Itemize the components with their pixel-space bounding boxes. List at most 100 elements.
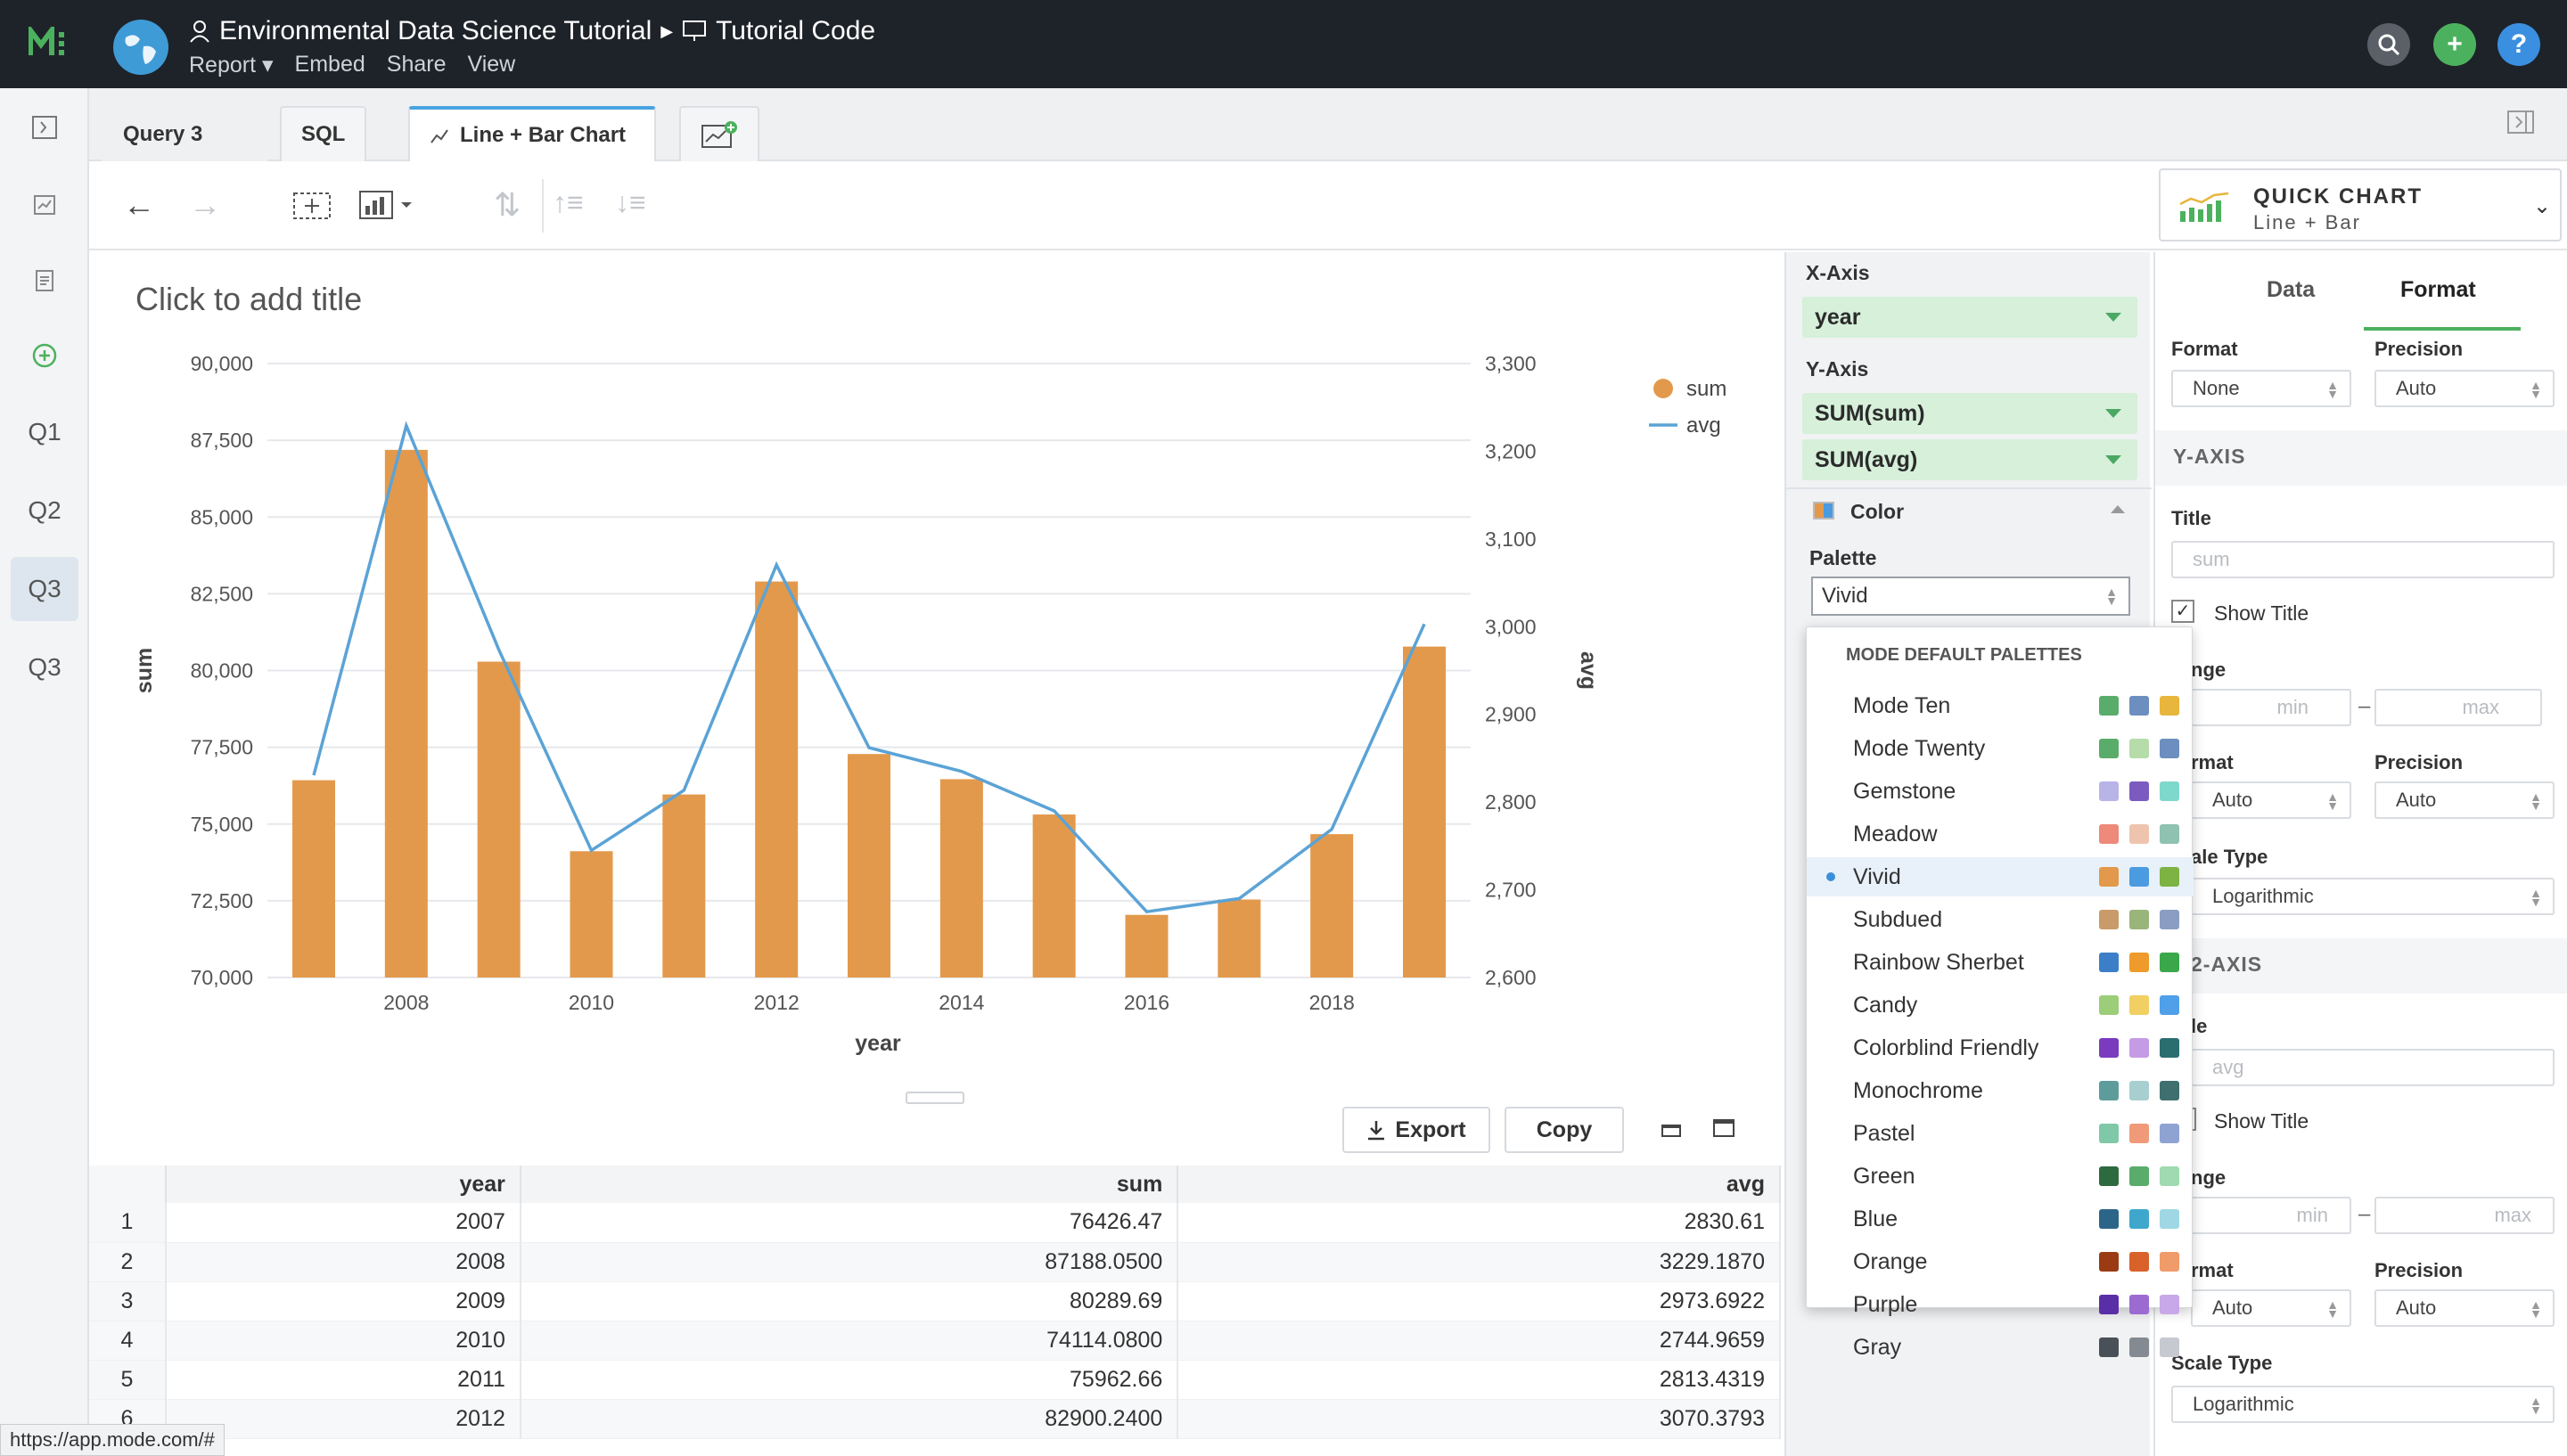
palette-name: Candy bbox=[1853, 992, 1918, 1018]
y2-min-input[interactable]: min bbox=[2191, 1197, 2351, 1234]
palette-option[interactable]: Gray bbox=[1807, 1328, 2194, 1367]
y2-max-input[interactable]: max bbox=[2374, 1197, 2555, 1234]
caret-up-icon[interactable] bbox=[2111, 505, 2125, 513]
y-scale-select[interactable]: Logarithmic ▲ ▼ bbox=[2191, 878, 2555, 915]
sort-ascending-icon[interactable]: ↑≡ bbox=[553, 186, 584, 218]
palette-option[interactable]: Candy bbox=[1807, 986, 2194, 1025]
palette-swatch bbox=[2099, 1295, 2119, 1314]
palette-swatch bbox=[2160, 1252, 2179, 1272]
palette-option[interactable]: Pastel bbox=[1807, 1114, 2194, 1153]
page-title[interactable]: Tutorial Code bbox=[716, 16, 876, 45]
space-avatar-icon[interactable] bbox=[113, 20, 168, 75]
menu-view[interactable]: View bbox=[467, 52, 516, 77]
palette-swatch bbox=[2129, 1252, 2149, 1272]
palette-option[interactable]: Meadow bbox=[1807, 814, 2194, 854]
minimize-icon[interactable] bbox=[1661, 1125, 1681, 1137]
copy-label: Copy bbox=[1536, 1117, 1593, 1142]
sort-descending-icon[interactable]: ↓≡ bbox=[615, 186, 646, 218]
x-tick-label: 2008 bbox=[383, 991, 429, 1014]
export-button[interactable]: Export bbox=[1342, 1107, 1490, 1153]
maximize-icon[interactable] bbox=[1713, 1119, 1735, 1137]
palette-option[interactable]: Blue bbox=[1807, 1199, 2194, 1239]
y2-format-select[interactable]: Auto ▲ ▼ bbox=[2191, 1289, 2351, 1327]
rail-query-q2[interactable]: Q2 bbox=[28, 496, 62, 524]
y-precision-select[interactable]: Auto ▲ ▼ bbox=[2374, 781, 2555, 819]
y-tick-label: 70,000 bbox=[191, 966, 253, 989]
help-button[interactable]: ? bbox=[2497, 23, 2540, 66]
y-axis-field-avg[interactable]: SUM(avg) bbox=[1802, 439, 2137, 480]
menu-embed[interactable]: Embed bbox=[294, 52, 365, 77]
y2-title-input[interactable]: avg bbox=[2191, 1049, 2555, 1086]
quick-chart-selector[interactable]: QUICK CHART Line + Bar ⌄ bbox=[2159, 168, 2562, 241]
collapse-panel-button[interactable] bbox=[2506, 110, 2535, 139]
column-header-year[interactable]: year bbox=[166, 1166, 521, 1203]
palette-swatch bbox=[2160, 696, 2179, 716]
rail-query-q3[interactable]: Q3 bbox=[28, 653, 62, 681]
show-title-checkbox-2[interactable] bbox=[2191, 1108, 2196, 1131]
palette-option[interactable]: Green bbox=[1807, 1157, 2194, 1196]
results-toolbar: Export Copy bbox=[89, 1094, 1781, 1166]
column-header-sum[interactable]: sum bbox=[520, 1166, 1179, 1203]
copy-button[interactable]: Copy bbox=[1505, 1107, 1624, 1153]
y-axis-field-sum[interactable]: SUM(sum) bbox=[1802, 393, 2137, 434]
palette-select[interactable]: Vivid ▲ ▼ bbox=[1811, 577, 2130, 616]
palette-option[interactable]: Mode Twenty bbox=[1807, 729, 2194, 768]
palette-option[interactable]: Purple bbox=[1807, 1285, 2194, 1324]
notebook-button[interactable] bbox=[11, 249, 78, 313]
bar bbox=[1310, 834, 1354, 977]
rail-query-q3-active[interactable]: Q3 bbox=[11, 557, 78, 621]
resize-handle[interactable] bbox=[906, 1092, 964, 1104]
menu-report[interactable]: Report ▾ bbox=[189, 53, 274, 78]
updown-icon: ▲ ▼ bbox=[2326, 378, 2339, 401]
add-series-button[interactable] bbox=[292, 186, 335, 226]
y2-precision-select[interactable]: Auto ▲ ▼ bbox=[2374, 1289, 2555, 1327]
add-chart-tab-button[interactable] bbox=[679, 106, 759, 161]
tab-data[interactable]: Data bbox=[2267, 277, 2316, 302]
format-select[interactable]: None ▲ ▼ bbox=[2171, 370, 2351, 407]
y-min-input[interactable]: min bbox=[2191, 689, 2351, 726]
palette-option[interactable]: Monochrome bbox=[1807, 1071, 2194, 1110]
palette-option[interactable]: Mode Ten bbox=[1807, 686, 2194, 725]
tab-format[interactable]: Format bbox=[2400, 277, 2476, 302]
cell-sum: 87188.0500 bbox=[520, 1242, 1179, 1282]
report-title[interactable]: Environmental Data Science Tutorial bbox=[219, 16, 652, 45]
rail-query-q1[interactable]: Q1 bbox=[28, 418, 62, 446]
y-precision-label: Precision bbox=[2374, 751, 2464, 773]
bar bbox=[292, 780, 335, 977]
y-max-input[interactable]: max bbox=[2374, 689, 2542, 726]
chart-title-placeholder[interactable]: Click to add title bbox=[135, 281, 363, 317]
x-axis-field[interactable]: year bbox=[1802, 297, 2137, 338]
y-format-select[interactable]: Auto ▲ ▼ bbox=[2191, 781, 2351, 819]
tab-query-3[interactable]: Query 3 bbox=[102, 106, 267, 161]
range-dash: – bbox=[2358, 694, 2371, 718]
column-header-avg[interactable]: avg bbox=[1177, 1166, 1781, 1203]
palette-name: Blue bbox=[1853, 1206, 1899, 1231]
redo-arrow-icon[interactable]: → bbox=[189, 186, 221, 223]
palette-swatch bbox=[2160, 953, 2179, 972]
y2-scale-select[interactable]: Logarithmic ▲ ▼ bbox=[2171, 1386, 2555, 1423]
tab-sql[interactable]: SQL bbox=[280, 106, 367, 161]
show-title-checkbox[interactable]: ✓ bbox=[2171, 600, 2194, 623]
palette-option[interactable]: Subdued bbox=[1807, 900, 2194, 939]
chart-type-button[interactable] bbox=[358, 188, 421, 225]
report-builder-button[interactable] bbox=[11, 174, 78, 238]
expand-rail-button[interactable] bbox=[11, 95, 78, 160]
mode-logo[interactable] bbox=[28, 22, 75, 63]
palette-option[interactable]: Orange bbox=[1807, 1242, 2194, 1281]
palette-option[interactable]: Gemstone bbox=[1807, 772, 2194, 811]
palette-option[interactable]: Rainbow Sherbet bbox=[1807, 943, 2194, 982]
add-query-button[interactable] bbox=[11, 323, 78, 388]
undo-arrow-icon[interactable]: ← bbox=[123, 186, 155, 223]
add-button[interactable]: + bbox=[2433, 23, 2476, 66]
palette-option[interactable]: Colorblind Friendly bbox=[1807, 1028, 2194, 1067]
menu-share[interactable]: Share bbox=[386, 52, 447, 77]
precision-select[interactable]: Auto ▲ ▼ bbox=[2374, 370, 2555, 407]
tab-line-bar-chart[interactable]: Line + Bar Chart bbox=[408, 106, 656, 161]
swap-axes-icon[interactable]: ⇅ bbox=[494, 186, 521, 223]
palette-swatch bbox=[2129, 1209, 2149, 1229]
y2-tick-label: 2,600 bbox=[1485, 966, 1537, 989]
color-section-label[interactable]: Color bbox=[1850, 500, 1905, 523]
search-button[interactable] bbox=[2367, 23, 2410, 66]
palette-option[interactable]: Vivid bbox=[1807, 857, 2194, 896]
y-title-input[interactable]: sum bbox=[2171, 541, 2555, 578]
